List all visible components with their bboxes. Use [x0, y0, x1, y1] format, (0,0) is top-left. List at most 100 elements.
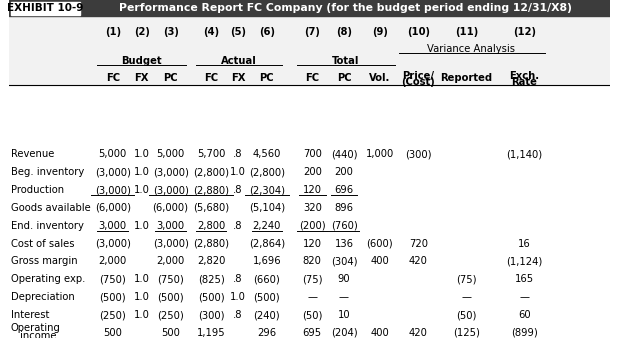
Text: 896: 896 — [334, 203, 354, 213]
Text: 1.0: 1.0 — [230, 292, 246, 302]
Text: FC: FC — [105, 73, 120, 83]
Text: (204): (204) — [331, 328, 358, 338]
Text: (500): (500) — [253, 292, 280, 302]
Text: (200): (200) — [299, 221, 326, 231]
Text: Production: Production — [11, 185, 64, 195]
Text: (7): (7) — [305, 27, 320, 38]
Text: 1.0: 1.0 — [134, 149, 150, 159]
Text: Rate: Rate — [511, 77, 537, 87]
Text: (5,104): (5,104) — [249, 203, 285, 213]
Text: (2,864): (2,864) — [249, 239, 285, 249]
Text: 10: 10 — [338, 310, 350, 320]
Text: (125): (125) — [453, 328, 480, 338]
Text: .8: .8 — [233, 310, 243, 320]
Text: 1,696: 1,696 — [253, 257, 281, 266]
Text: 3,000: 3,000 — [157, 221, 185, 231]
Text: (750): (750) — [99, 274, 126, 284]
Text: (2,800): (2,800) — [193, 167, 229, 177]
Text: (2): (2) — [134, 27, 150, 38]
Text: (304): (304) — [331, 257, 358, 266]
Text: EXHIBIT 10-9: EXHIBIT 10-9 — [7, 3, 84, 13]
Bar — [9, 16, 610, 85]
Text: (440): (440) — [331, 149, 358, 159]
Text: 1.0: 1.0 — [230, 167, 246, 177]
Text: (2,880): (2,880) — [193, 239, 229, 249]
Text: (6): (6) — [259, 27, 275, 38]
Text: 200: 200 — [303, 167, 321, 177]
Text: (825): (825) — [198, 274, 225, 284]
Text: 60: 60 — [518, 310, 530, 320]
Text: End. inventory: End. inventory — [11, 221, 84, 231]
Text: Variance Analysis: Variance Analysis — [427, 44, 515, 54]
Text: 420: 420 — [409, 328, 427, 338]
Text: —: — — [519, 292, 529, 302]
Text: (4): (4) — [203, 27, 219, 38]
Text: .8: .8 — [233, 149, 243, 159]
Text: 820: 820 — [303, 257, 321, 266]
Text: Interest: Interest — [11, 310, 49, 320]
Text: 1.0: 1.0 — [134, 310, 150, 320]
Text: (75): (75) — [302, 274, 323, 284]
Text: 400: 400 — [370, 328, 389, 338]
Text: 200: 200 — [334, 167, 353, 177]
Text: (2,880): (2,880) — [193, 185, 229, 195]
Text: FC: FC — [204, 73, 218, 83]
Text: Gross margin: Gross margin — [11, 257, 77, 266]
Text: Goods available: Goods available — [11, 203, 90, 213]
Text: (12): (12) — [513, 27, 535, 38]
Text: (5,680): (5,680) — [193, 203, 229, 213]
Text: FX: FX — [134, 73, 149, 83]
Text: PC: PC — [260, 73, 274, 83]
Text: Beg. inventory: Beg. inventory — [11, 167, 84, 177]
Text: (3,000): (3,000) — [95, 185, 130, 195]
Text: FX: FX — [231, 73, 245, 83]
Text: 500: 500 — [161, 328, 180, 338]
Text: (9): (9) — [372, 27, 388, 38]
Text: (1,124): (1,124) — [506, 257, 542, 266]
Text: 695: 695 — [303, 328, 322, 338]
Text: 2,800: 2,800 — [197, 221, 225, 231]
Text: (3,000): (3,000) — [95, 239, 130, 249]
Text: (600): (600) — [366, 239, 393, 249]
Text: 1,000: 1,000 — [366, 149, 394, 159]
Text: 5,000: 5,000 — [99, 149, 127, 159]
Text: 2,240: 2,240 — [253, 221, 281, 231]
Text: 16: 16 — [518, 239, 530, 249]
Bar — [9, 0, 610, 16]
Text: Price/: Price/ — [402, 71, 434, 80]
Text: Budget: Budget — [122, 56, 162, 66]
Text: 296: 296 — [257, 328, 276, 338]
Text: 136: 136 — [334, 239, 354, 249]
Text: (250): (250) — [99, 310, 126, 320]
Text: (3,000): (3,000) — [153, 185, 188, 195]
Text: —: — — [307, 292, 317, 302]
Text: 1.0: 1.0 — [134, 292, 150, 302]
Text: Reported: Reported — [441, 73, 492, 83]
Text: Operating: Operating — [11, 323, 61, 333]
Text: PC: PC — [337, 73, 351, 83]
Text: 1,195: 1,195 — [197, 328, 225, 338]
Text: (660): (660) — [253, 274, 280, 284]
Text: Cost of sales: Cost of sales — [11, 239, 74, 249]
Text: (3,000): (3,000) — [95, 167, 130, 177]
Text: 2,820: 2,820 — [197, 257, 225, 266]
Text: 320: 320 — [303, 203, 321, 213]
Text: 700: 700 — [303, 149, 321, 159]
Text: 500: 500 — [104, 328, 122, 338]
Text: (250): (250) — [157, 310, 184, 320]
Text: (50): (50) — [456, 310, 477, 320]
Text: 120: 120 — [303, 185, 322, 195]
Text: 1.0: 1.0 — [134, 274, 150, 284]
Text: Revenue: Revenue — [11, 149, 54, 159]
Text: (500): (500) — [157, 292, 184, 302]
Text: (500): (500) — [99, 292, 126, 302]
Text: —: — — [339, 292, 349, 302]
Text: (750): (750) — [157, 274, 184, 284]
Text: (8): (8) — [336, 27, 352, 38]
Text: (760): (760) — [331, 221, 358, 231]
Text: Vol.: Vol. — [369, 73, 391, 83]
Text: (3): (3) — [163, 27, 178, 38]
Text: 120: 120 — [303, 239, 322, 249]
Text: (6,000): (6,000) — [95, 203, 131, 213]
Text: 720: 720 — [409, 239, 427, 249]
